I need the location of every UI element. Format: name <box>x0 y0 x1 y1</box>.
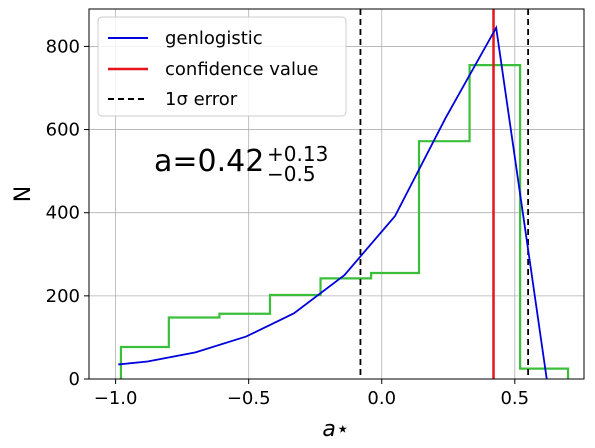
annotation: a=0.42 +0.13 −0.5 <box>154 142 328 186</box>
legend: genlogistic confidence value 1σ error <box>97 16 347 117</box>
annotation-sup: +0.13 <box>267 142 328 166</box>
axis-ticks: −1.0 −0.5 0.0 0.5 0 200 400 600 800 <box>46 36 529 409</box>
chart-marks <box>118 9 570 380</box>
legend-label-confidence: confidence value <box>165 59 318 80</box>
legend-label-genlogistic: genlogistic <box>165 28 263 49</box>
x-tick-label: −1.0 <box>94 388 138 409</box>
genlogistic-curve <box>118 24 548 380</box>
legend-label-error: 1σ error <box>165 89 238 110</box>
annotation-main: a=0.42 <box>154 144 264 179</box>
x-axis-label: a⋆ <box>322 417 349 442</box>
annotation-sub: −0.5 <box>267 162 316 186</box>
y-tick-label: 0 <box>69 369 80 390</box>
histogram-steps <box>119 64 570 379</box>
x-tick-label: −0.5 <box>227 388 271 409</box>
y-tick-label: 800 <box>46 36 80 57</box>
y-tick-label: 600 <box>46 120 80 141</box>
y-tick-label: 200 <box>46 286 80 307</box>
x-tick-label: 0.0 <box>367 388 396 409</box>
x-tick-label: 0.5 <box>500 388 529 409</box>
legend-box <box>97 16 347 117</box>
y-tick-label: 400 <box>46 203 80 224</box>
y-axis-label: N <box>11 186 36 202</box>
plot-frame <box>88 8 585 380</box>
